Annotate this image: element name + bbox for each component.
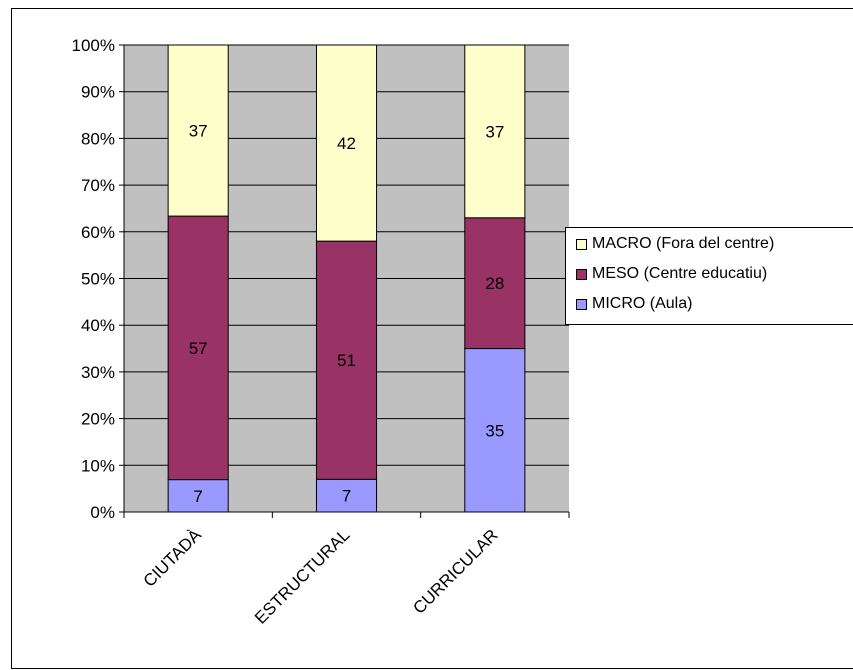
x-category-label: ESTRUCTURAL xyxy=(251,525,353,627)
legend-swatch-meso xyxy=(576,268,587,280)
legend-swatch-macro xyxy=(576,238,587,250)
y-tick-label: 90% xyxy=(81,83,115,102)
bar-segment xyxy=(167,44,229,217)
data-labels: 7 57 37 7 51 42 35 28 37 xyxy=(189,122,505,506)
data-label: 37 xyxy=(485,122,504,141)
legend-label-macro: MACRO (Fora del centre) xyxy=(592,235,775,252)
legend: MACRO (Fora del centre) MESO (Centre edu… xyxy=(565,227,853,325)
legend-item-meso: MESO (Centre educatiu) xyxy=(576,263,767,285)
bar-segment xyxy=(315,44,378,242)
y-tick-label: 40% xyxy=(81,316,115,335)
legend-label-micro: MICRO (Aula) xyxy=(592,295,693,312)
data-label: 57 xyxy=(189,339,208,358)
bar-segment xyxy=(167,479,229,513)
bar-segment xyxy=(167,215,229,481)
y-tick-label: 20% xyxy=(81,410,115,429)
bar-segment xyxy=(315,478,378,513)
data-label: 35 xyxy=(485,421,504,440)
bar-segment xyxy=(464,44,526,219)
y-tick-label: 70% xyxy=(81,176,115,195)
bars xyxy=(167,44,526,513)
y-tick-label: 80% xyxy=(81,129,115,148)
bar-segment xyxy=(464,348,526,513)
y-tick-label: 100% xyxy=(72,36,115,55)
x-category-label: CIUTADÀ xyxy=(140,525,206,591)
data-label: 7 xyxy=(342,487,351,506)
y-tick-label: 50% xyxy=(81,270,115,289)
legend-item-macro: MACRO (Fora del centre) xyxy=(576,233,774,255)
data-label: 7 xyxy=(193,487,202,506)
x-category-label: CURRICULAR xyxy=(409,525,501,617)
legend-item-micro: MICRO (Aula) xyxy=(576,293,692,315)
data-label: 42 xyxy=(337,134,356,153)
y-tick-label: 60% xyxy=(81,223,115,242)
legend-swatch-micro xyxy=(576,298,587,310)
bar-segment xyxy=(315,240,378,480)
data-label: 28 xyxy=(485,274,504,293)
y-tick-label: 30% xyxy=(81,363,115,382)
y-tick-label: 0% xyxy=(90,503,115,522)
data-label: 37 xyxy=(189,122,208,141)
bar-segment xyxy=(464,217,526,350)
data-label: 51 xyxy=(337,351,356,370)
y-tick-label: 10% xyxy=(81,456,115,475)
legend-label-meso: MESO (Centre educatiu) xyxy=(592,265,768,282)
